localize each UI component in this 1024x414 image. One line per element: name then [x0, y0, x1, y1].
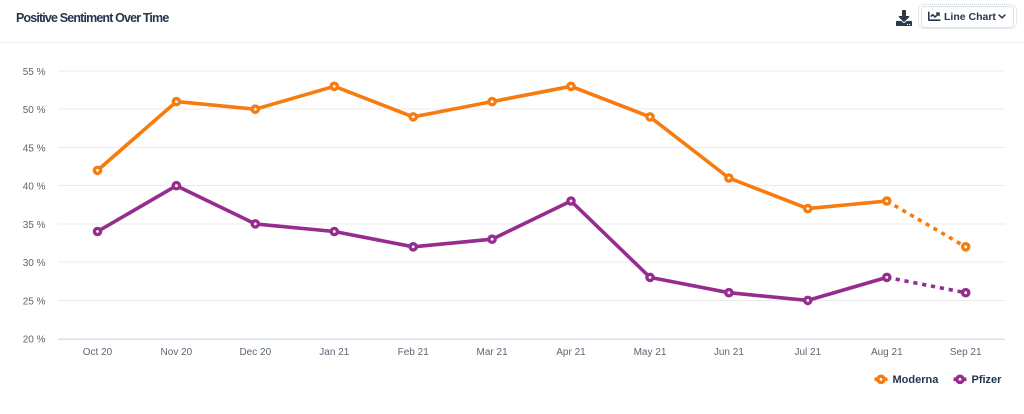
svg-text:Moderna: Moderna	[893, 374, 940, 386]
svg-text:Feb 21: Feb 21	[398, 347, 430, 358]
svg-text:55 %: 55 %	[23, 67, 46, 78]
svg-text:Aug 21: Aug 21	[871, 347, 903, 358]
svg-text:Sep 21: Sep 21	[950, 347, 982, 358]
svg-text:50 %: 50 %	[23, 105, 46, 116]
svg-text:Dec 20: Dec 20	[239, 347, 271, 358]
svg-text:Apr 21: Apr 21	[556, 347, 586, 358]
svg-text:30 %: 30 %	[23, 258, 46, 269]
svg-text:Jul 21: Jul 21	[794, 347, 821, 358]
svg-text:May 21: May 21	[634, 347, 667, 358]
svg-text:40 %: 40 %	[23, 182, 46, 193]
svg-text:35 %: 35 %	[23, 220, 46, 231]
svg-text:Oct 20: Oct 20	[83, 347, 113, 358]
svg-text:Pfizer: Pfizer	[972, 374, 1003, 386]
svg-text:Jun 21: Jun 21	[714, 347, 744, 358]
svg-text:Jan 21: Jan 21	[319, 347, 349, 358]
svg-text:20 %: 20 %	[23, 335, 46, 346]
svg-text:25 %: 25 %	[23, 296, 46, 307]
svg-text:45 %: 45 %	[23, 144, 46, 155]
svg-text:Nov 20: Nov 20	[161, 347, 193, 358]
svg-text:Mar 21: Mar 21	[477, 347, 509, 358]
